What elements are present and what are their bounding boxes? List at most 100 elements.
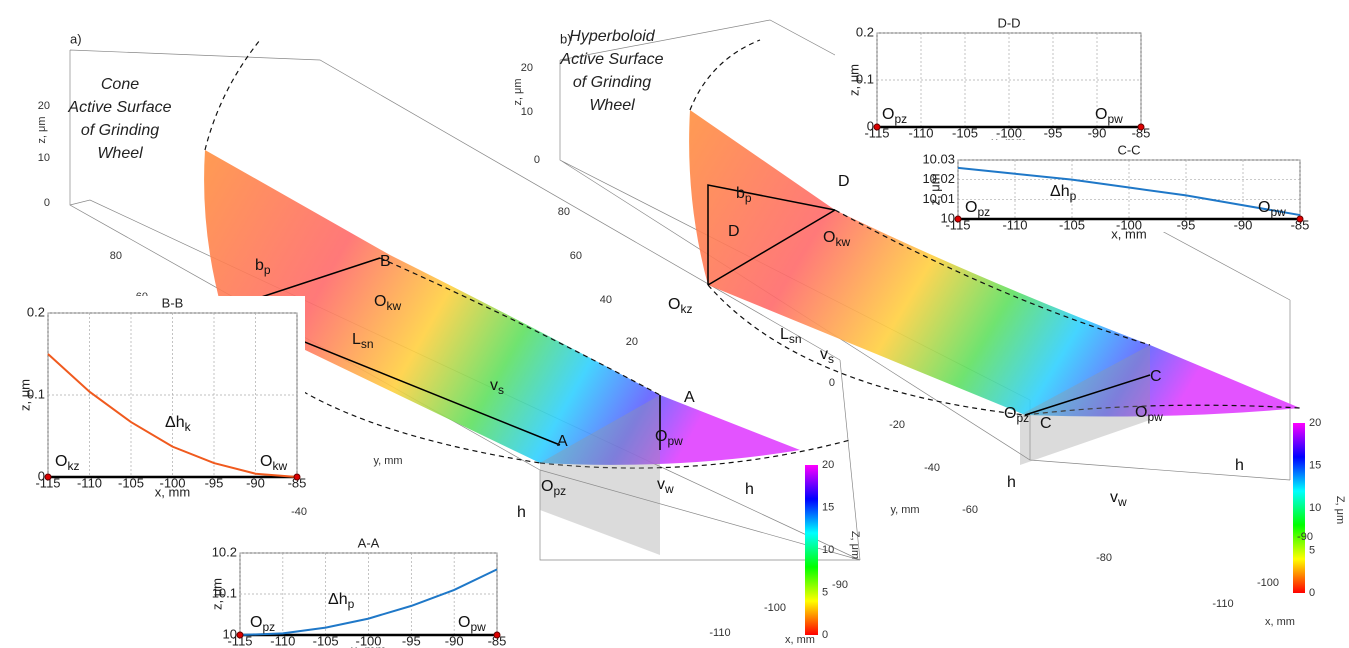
label-sub: p	[745, 191, 752, 205]
label: A	[557, 433, 568, 450]
label-base: L	[780, 326, 789, 343]
surface-title: Cone	[101, 76, 139, 93]
surface-title: Wheel	[97, 145, 143, 162]
endpoint	[294, 474, 300, 480]
label-sub: pw	[1147, 410, 1163, 424]
x-tick-label: -90	[832, 579, 848, 591]
label-sub: kz	[680, 302, 692, 316]
y-tick-label: 0	[829, 377, 835, 389]
label-base: Δh	[165, 414, 185, 431]
label-base: O	[458, 614, 470, 631]
label-base: B	[380, 253, 391, 270]
label-base: L	[352, 331, 361, 348]
label-base: Δh	[1050, 183, 1070, 200]
y-tick-label: 60	[570, 250, 582, 262]
label-base: O	[541, 478, 553, 495]
label-base: O	[882, 106, 894, 123]
colorbar-tick-label: 10	[822, 544, 834, 556]
x-axis-label: x, mm	[1265, 616, 1295, 628]
label-base: h	[1235, 457, 1244, 474]
label-base: A	[557, 433, 568, 450]
label: vs	[820, 346, 834, 366]
endpoint	[45, 474, 51, 480]
y-tick-label: -20	[889, 419, 905, 431]
colorbar-tick-label: 20	[1309, 417, 1321, 429]
z-tick-label: 0	[44, 197, 50, 209]
y-tick-label: -60	[962, 504, 978, 516]
endpoint	[955, 216, 961, 222]
label-base: O	[655, 428, 667, 445]
colorbar	[805, 465, 818, 635]
colorbar-label: Z, μm	[849, 531, 861, 559]
y-axis-label: z, μm	[846, 64, 861, 96]
label: h	[1007, 474, 1016, 491]
label-base: h	[745, 481, 754, 498]
y-tick-label: -80	[1096, 552, 1112, 564]
inset-title: C-C	[1117, 142, 1140, 157]
label-sub: pz	[894, 112, 907, 126]
colorbar-tick-label: 0	[822, 629, 828, 641]
y-tick-label: -40	[924, 462, 940, 474]
x-tick-label: -110	[1212, 598, 1233, 610]
label-base: D	[728, 223, 740, 240]
label-base: v	[1110, 489, 1118, 506]
label-sub: kw	[386, 299, 401, 313]
z-tick-label: 20	[521, 62, 533, 74]
label-base: O	[250, 614, 262, 631]
label-base: h	[1007, 474, 1016, 491]
label-base: v	[657, 476, 665, 493]
label: D	[838, 173, 850, 190]
y-axis-label: z, μm	[209, 578, 224, 610]
label-base: C	[1040, 415, 1052, 432]
label-sub: pw	[470, 620, 486, 634]
label-sub: p	[1070, 189, 1077, 203]
label: h	[745, 481, 754, 498]
z-tick-label: 0	[534, 154, 540, 166]
colorbar-label: Z, μm	[1334, 496, 1346, 524]
colorbar	[1293, 423, 1305, 593]
label-sub: s	[828, 352, 834, 366]
label: Lsn	[780, 326, 802, 346]
panel-label: a)	[70, 31, 82, 46]
label: h	[517, 504, 526, 521]
label-sub: pw	[1107, 112, 1123, 126]
label-base: O	[965, 199, 977, 216]
figure: a)ConeActive Surfaceof GrindingWheel0102…	[0, 0, 1349, 648]
x-tick-label: -90	[1297, 531, 1313, 543]
page: a)ConeActive Surfaceof GrindingWheel0102…	[0, 0, 1349, 648]
x-axis-label: x, mm	[351, 642, 386, 648]
label-base: O	[55, 453, 67, 470]
label-sub: pz	[262, 620, 275, 634]
label-base: h	[517, 504, 526, 521]
colorbar-tick-label: 0	[1309, 587, 1315, 599]
y-axis-label: z, μm	[927, 173, 942, 205]
x-tick-label: -100	[764, 602, 786, 614]
z-axis-label: z, μm	[512, 78, 524, 105]
label-base: A	[684, 389, 695, 406]
label-base: O	[1135, 404, 1147, 421]
z-axis-label: z, μm	[36, 116, 48, 143]
y-tick-label: 40	[600, 294, 612, 306]
label-sub: sn	[789, 332, 802, 346]
label-sub: w	[1117, 495, 1127, 509]
label-sub: pw	[1270, 205, 1286, 219]
colorbar-tick-label: 5	[822, 586, 828, 598]
label: Okz	[668, 296, 692, 316]
surface-title: Hyperboloid	[569, 28, 655, 45]
label: C	[1150, 368, 1162, 385]
label-sub: w	[664, 482, 674, 496]
colorbar-tick-label: 20	[822, 459, 834, 471]
label-base: b	[736, 185, 745, 202]
y-axis-label: z, μm	[17, 379, 32, 411]
label: C	[1040, 415, 1052, 432]
y-tick-label: 20	[626, 336, 638, 348]
y-tick-label: 80	[110, 250, 122, 262]
endpoint	[1297, 216, 1303, 222]
label-base: C	[1150, 368, 1162, 385]
label-base: O	[1258, 199, 1270, 216]
label-base: v	[820, 346, 828, 363]
colorbar-tick-label: 10	[1309, 502, 1321, 514]
label-sub: k	[185, 420, 192, 434]
y-tick-label: 10.2	[212, 544, 237, 559]
label: B	[380, 253, 391, 270]
